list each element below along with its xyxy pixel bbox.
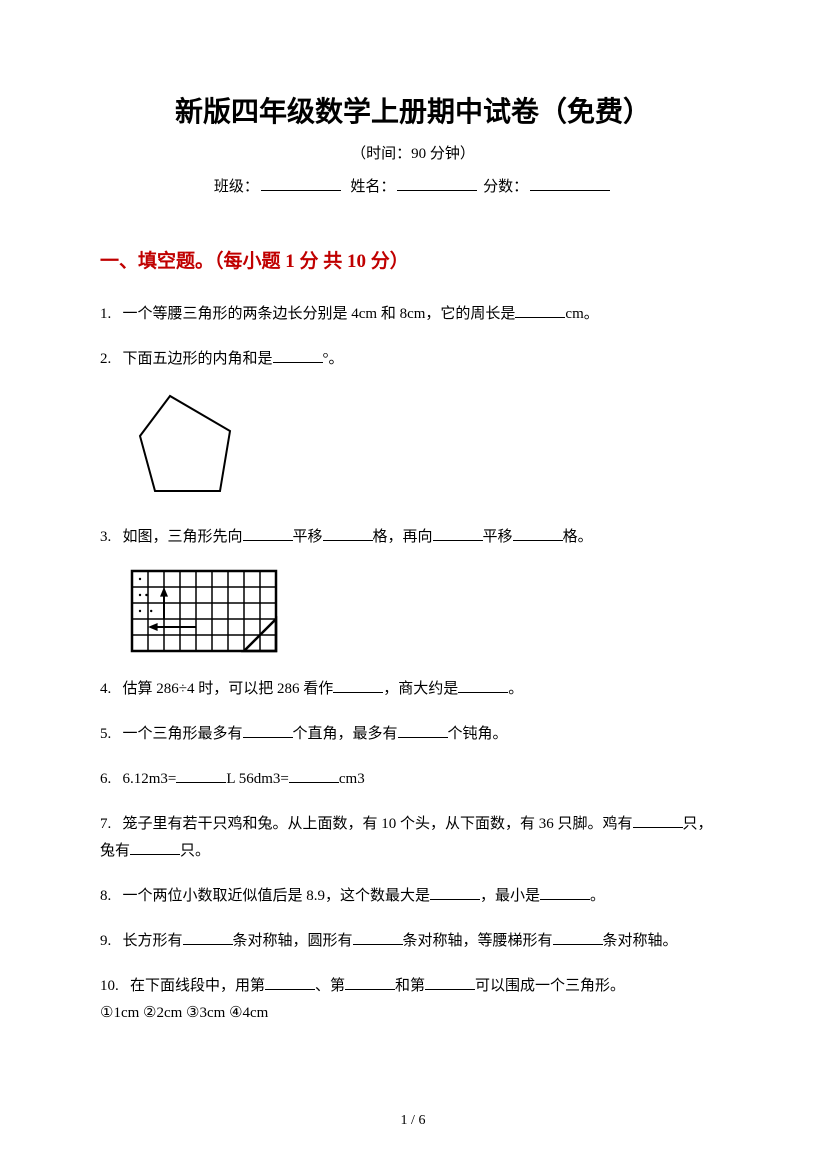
- question-2: 2. 下面五边形的内角和是 °。: [100, 346, 726, 373]
- q-text: 可以围成一个三角形。: [475, 978, 625, 994]
- q-text: 6.12m3=: [123, 771, 177, 787]
- q-text: 和第: [395, 978, 425, 994]
- q-num: 10.: [100, 978, 119, 994]
- q-text: 一个两位小数取近似值后是 8.9，这个数最大是: [123, 888, 431, 904]
- q-num: 5.: [100, 726, 111, 742]
- q-text: 。: [508, 681, 523, 697]
- q-blank[interactable]: [289, 782, 339, 783]
- grid-figure: [130, 569, 726, 658]
- q-text: 格，再向: [373, 529, 433, 545]
- q-options: ①1cm ②2cm ③3cm ④4cm: [100, 1005, 268, 1021]
- q-blank[interactable]: [243, 540, 293, 541]
- q-text: °。: [323, 351, 344, 367]
- q-num: 6.: [100, 771, 111, 787]
- q-blank[interactable]: [458, 692, 508, 693]
- name-label: 姓名：: [350, 179, 395, 195]
- q-text: 笼子里有若干只鸡和兔。从上面数，有 10 个头，从下面数，有 36 只脚。鸡有: [123, 816, 633, 832]
- q-text: 、第: [315, 978, 345, 994]
- q-blank[interactable]: [323, 540, 373, 541]
- page-number: 1 / 6: [401, 1113, 426, 1129]
- q-blank[interactable]: [398, 737, 448, 738]
- q-blank[interactable]: [633, 827, 683, 828]
- q-text: 个钝角。: [448, 726, 508, 742]
- q-blank[interactable]: [243, 737, 293, 738]
- q-text: ，商大约是: [383, 681, 458, 697]
- q-text: 平移: [293, 529, 323, 545]
- question-5: 5. 一个三角形最多有 个直角，最多有 个钝角。: [100, 721, 726, 748]
- question-10: 10. 在下面线段中，用第 、第 和第 可以围成一个三角形。 ①1cm ②2cm ③3…: [100, 973, 726, 1027]
- q-text: L 56dm3=: [226, 771, 288, 787]
- section-title: 一、填空题。（每小题 1 分 共 10 分）: [100, 246, 726, 273]
- q-text: 如图，三角形先向: [123, 529, 243, 545]
- q-blank[interactable]: [345, 989, 395, 990]
- q-blank[interactable]: [273, 362, 323, 363]
- q-text: 只。: [180, 843, 210, 859]
- question-7: 7. 笼子里有若干只鸡和兔。从上面数，有 10 个头，从下面数，有 36 只脚。…: [100, 811, 726, 865]
- q-text: 一个三角形最多有: [123, 726, 243, 742]
- question-6: 6. 6.12m3= L 56dm3= cm3: [100, 766, 726, 793]
- q-blank[interactable]: [553, 944, 603, 945]
- q-text: 条对称轴，等腰梯形有: [403, 933, 553, 949]
- q-text: 。: [590, 888, 605, 904]
- q-blank[interactable]: [333, 692, 383, 693]
- q-num: 1.: [100, 306, 111, 322]
- q-text: 条对称轴，圆形有: [233, 933, 353, 949]
- info-line: 班级： 姓名： 分数：: [100, 175, 726, 196]
- q-num: 9.: [100, 933, 111, 949]
- question-9: 9. 长方形有 条对称轴，圆形有 条对称轴，等腰梯形有 条对称轴。: [100, 928, 726, 955]
- question-8: 8. 一个两位小数取近似值后是 8.9，这个数最大是 ，最小是 。: [100, 883, 726, 910]
- q-blank[interactable]: [513, 540, 563, 541]
- q-blank[interactable]: [265, 989, 315, 990]
- q-text: 长方形有: [123, 933, 183, 949]
- q-text: 下面五边形的内角和是: [123, 351, 273, 367]
- q-blank[interactable]: [433, 540, 483, 541]
- q-text: cm。: [565, 306, 598, 322]
- question-3: 3. 如图，三角形先向 平移 格，再向 平移 格。: [100, 524, 726, 551]
- name-blank[interactable]: [397, 190, 477, 191]
- q-blank[interactable]: [183, 944, 233, 945]
- pentagon-svg: [130, 391, 240, 501]
- q-text: 条对称轴。: [603, 933, 678, 949]
- q-blank[interactable]: [515, 317, 565, 318]
- pentagon-figure: [130, 391, 726, 506]
- q-blank[interactable]: [130, 854, 180, 855]
- q-blank[interactable]: [176, 782, 226, 783]
- page-title: 新版四年级数学上册期中试卷（免费）: [100, 90, 726, 130]
- q-text: 平移: [483, 529, 513, 545]
- q-num: 2.: [100, 351, 111, 367]
- q-text: 个直角，最多有: [293, 726, 398, 742]
- q-blank[interactable]: [540, 899, 590, 900]
- q-num: 3.: [100, 529, 111, 545]
- score-label: 分数：: [483, 179, 528, 195]
- question-4: 4. 估算 286÷4 时，可以把 286 看作 ，商大约是 。: [100, 676, 726, 703]
- q-blank[interactable]: [353, 944, 403, 945]
- grid-svg: [130, 569, 278, 653]
- class-label: 班级：: [214, 179, 259, 195]
- q-text: 一个等腰三角形的两条边长分别是 4cm 和 8cm，它的周长是: [123, 306, 516, 322]
- score-blank[interactable]: [530, 190, 610, 191]
- q-text: cm3: [339, 771, 365, 787]
- subtitle: （时间：90 分钟）: [100, 142, 726, 163]
- q-blank[interactable]: [425, 989, 475, 990]
- q-text: 格。: [563, 529, 593, 545]
- q-num: 4.: [100, 681, 111, 697]
- class-blank[interactable]: [261, 190, 341, 191]
- q-num: 8.: [100, 888, 111, 904]
- q-num: 7.: [100, 816, 111, 832]
- question-1: 1. 一个等腰三角形的两条边长分别是 4cm 和 8cm，它的周长是 cm。: [100, 301, 726, 328]
- q-blank[interactable]: [430, 899, 480, 900]
- q-text: 估算 286÷4 时，可以把 286 看作: [123, 681, 334, 697]
- q-text: ，最小是: [480, 888, 540, 904]
- q-text: 在下面线段中，用第: [130, 978, 265, 994]
